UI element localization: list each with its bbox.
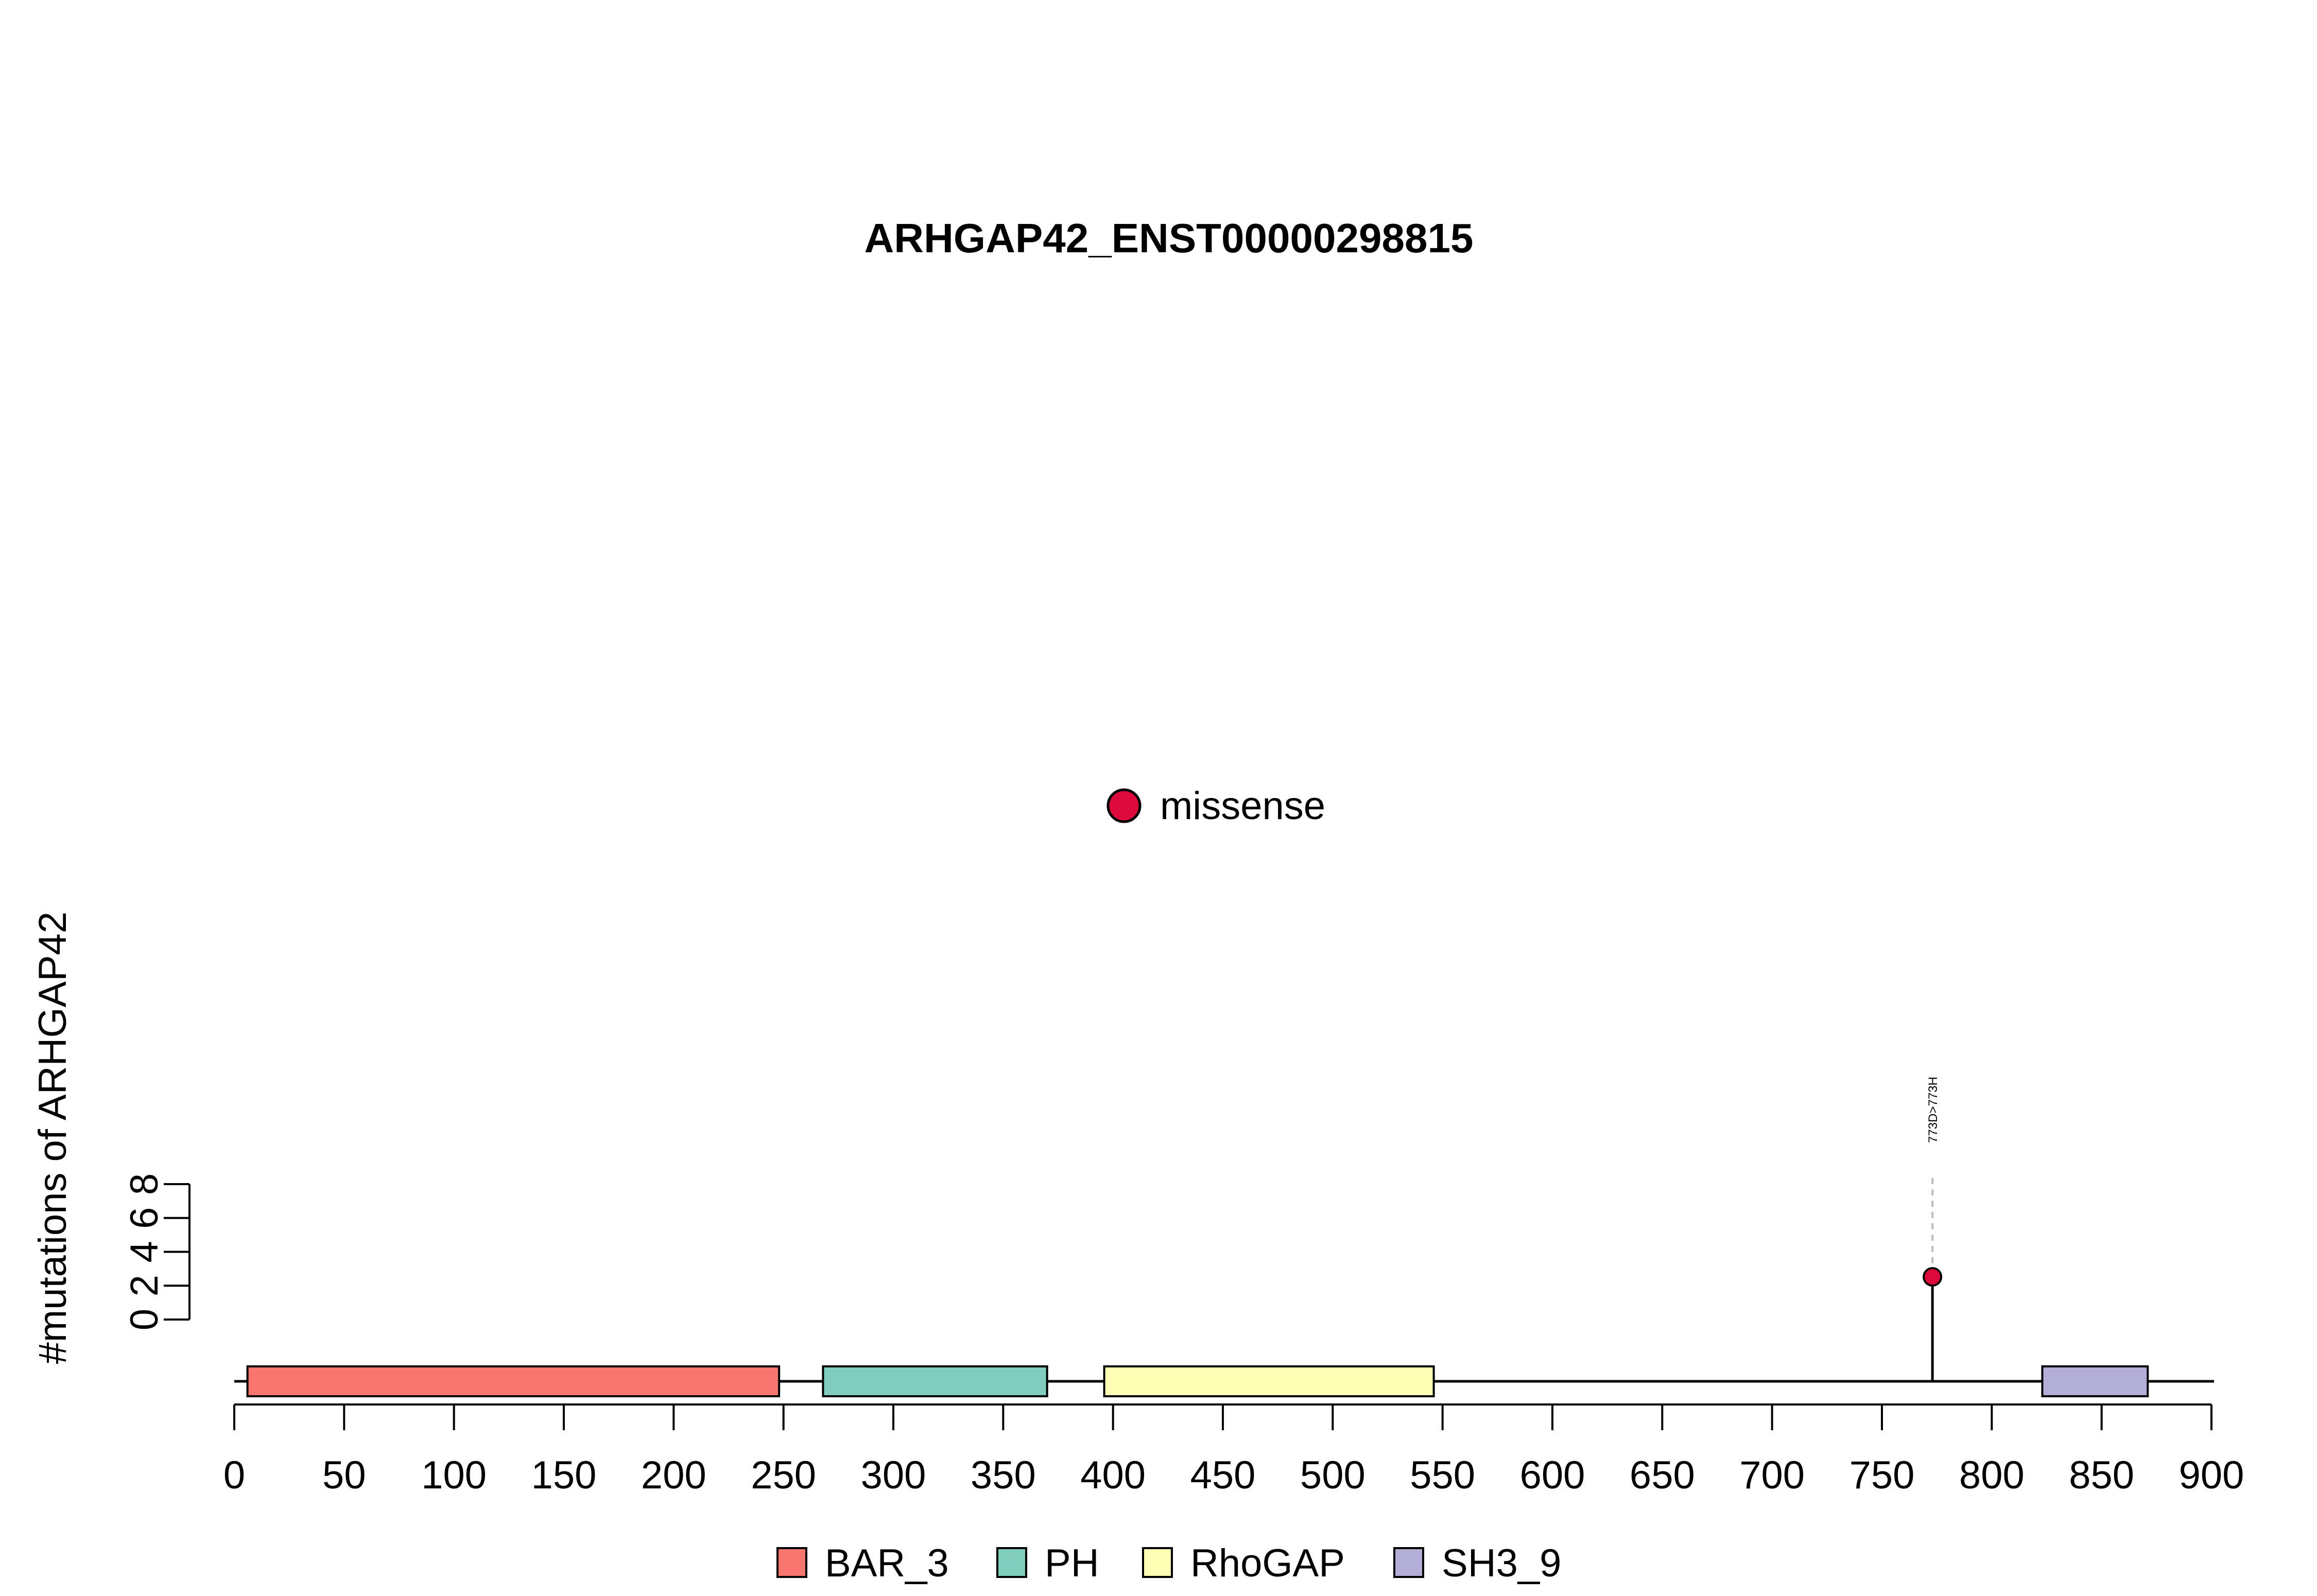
domain-legend-label: RhoGAP bbox=[1190, 1541, 1345, 1585]
x-tick-label: 600 bbox=[1520, 1453, 1585, 1497]
x-tick-label: 400 bbox=[1080, 1453, 1146, 1497]
x-tick-label: 850 bbox=[2069, 1453, 2134, 1497]
domain-bar-3 bbox=[246, 1365, 781, 1397]
x-tick-label: 100 bbox=[421, 1453, 487, 1497]
domain-legend-swatch bbox=[996, 1547, 1027, 1578]
x-tick-label: 150 bbox=[531, 1453, 597, 1497]
y-tick-label: 0 bbox=[123, 1309, 166, 1330]
y-tick-label: 6 bbox=[123, 1207, 166, 1229]
domain-legend-swatch bbox=[1142, 1547, 1173, 1578]
x-tick-label: 0 bbox=[223, 1453, 245, 1497]
x-tick-label: 350 bbox=[971, 1453, 1036, 1497]
x-tick-label: 200 bbox=[641, 1453, 706, 1497]
y-axis: 0 2 4 6 8 bbox=[123, 1173, 191, 1330]
chart-title: ARHGAP42_ENST00000298815 bbox=[864, 215, 1474, 261]
domain-legend-swatch bbox=[776, 1547, 807, 1578]
y-tick-label: 2 bbox=[123, 1275, 166, 1296]
mutation-legend: missense bbox=[1106, 784, 1325, 828]
x-tick-label: 750 bbox=[1849, 1453, 1915, 1497]
domain-legend: BAR_3 PH RhoGAP SH3_9 bbox=[776, 1541, 1561, 1585]
y-tick-label: 8 bbox=[123, 1173, 166, 1195]
domain-legend-swatch bbox=[1393, 1547, 1424, 1578]
x-tick-label: 50 bbox=[322, 1453, 366, 1497]
x-tick-label: 650 bbox=[1630, 1453, 1695, 1497]
domain-ph bbox=[822, 1365, 1048, 1397]
domain-legend-label: BAR_3 bbox=[825, 1541, 949, 1585]
x-axis: 0 50 100 150 200 250 300 350 400 450 500 550 600 650 7… bbox=[223, 1403, 2244, 1497]
domain-sh3-9 bbox=[2041, 1365, 2149, 1397]
x-tick-label: 700 bbox=[1739, 1453, 1805, 1497]
domain-legend-label: SH3_9 bbox=[1442, 1541, 1561, 1585]
x-tick-label: 800 bbox=[1959, 1453, 2025, 1497]
domain-rhogap bbox=[1103, 1365, 1435, 1397]
x-tick-label: 900 bbox=[2179, 1453, 2244, 1497]
x-tick-label: 300 bbox=[861, 1453, 926, 1497]
x-tick-label: 550 bbox=[1410, 1453, 1475, 1497]
x-tick-label: 500 bbox=[1300, 1453, 1365, 1497]
mutation-lollipops: 773D>773H bbox=[1923, 1077, 1943, 1381]
y-tick-label: 4 bbox=[123, 1241, 166, 1262]
mutation-label: 773D>773H bbox=[1926, 1077, 1940, 1143]
domain-legend-label: PH bbox=[1045, 1541, 1099, 1585]
x-tick-label: 250 bbox=[751, 1453, 816, 1497]
y-axis-label: #mutations of ARHGAP42 bbox=[31, 912, 75, 1364]
mutation-legend-swatch bbox=[1106, 788, 1142, 823]
x-tick-label: 450 bbox=[1190, 1453, 1256, 1497]
mutation-legend-label: missense bbox=[1160, 784, 1325, 828]
domain-track bbox=[246, 1365, 2149, 1397]
mutation-head bbox=[1923, 1267, 1943, 1287]
